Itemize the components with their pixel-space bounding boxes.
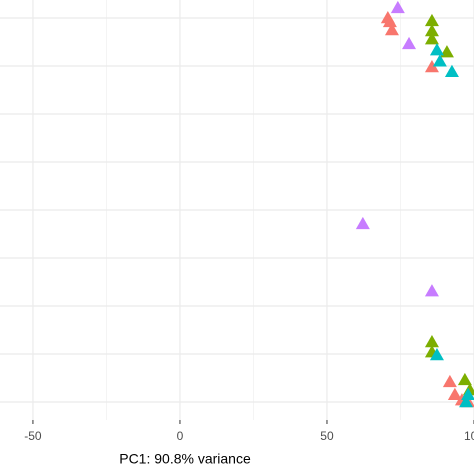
point [424,335,439,348]
point [424,23,439,37]
grid [0,0,474,420]
point [457,372,472,386]
point [447,387,462,401]
point [424,59,439,73]
x-axis-title: PC1: 90.8% variance [119,451,251,467]
point [461,387,474,401]
x-tick-label: 0 [177,429,184,443]
point [439,45,454,58]
point [402,36,417,50]
points [355,0,474,408]
point [429,347,444,361]
point [424,284,439,297]
x-tick-label: 50 [320,429,334,443]
x-tick-label: -50 [24,429,42,443]
point [424,13,439,27]
point [459,395,474,408]
point [424,32,439,45]
point [390,0,405,14]
point [384,23,399,36]
point [355,216,370,230]
point [442,374,457,388]
point [382,14,397,28]
point [432,54,447,67]
point [429,43,444,56]
x-tick-label: 100 [464,429,474,443]
point [444,64,459,78]
